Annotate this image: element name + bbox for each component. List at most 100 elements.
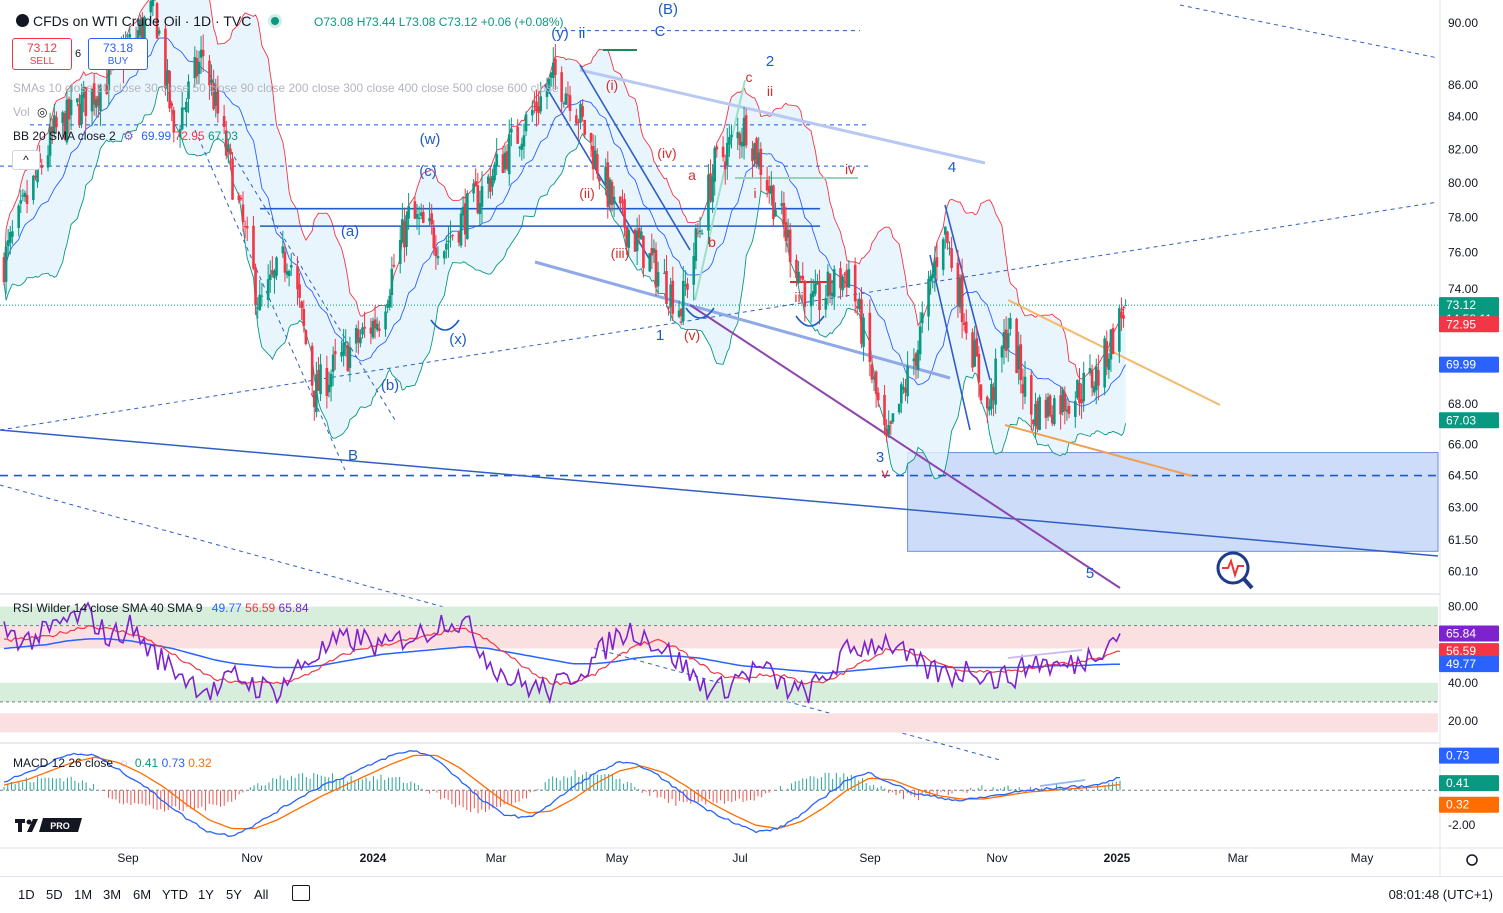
candle-body: [814, 283, 817, 294]
vol-legend[interactable]: Vol ◎: [13, 105, 48, 119]
candle: [199, 36, 203, 74]
candle: [642, 235, 645, 278]
candle: [447, 226, 450, 258]
candle: [581, 99, 584, 122]
candle: [1004, 316, 1008, 358]
candle-body: [772, 185, 775, 219]
candle-body: [182, 107, 186, 110]
collapse-legend-button[interactable]: ^: [12, 150, 40, 170]
candle-body: [992, 387, 995, 401]
candle-body: [845, 270, 849, 288]
timeframe-6m[interactable]: 6M: [133, 887, 152, 902]
bb-legend[interactable]: BB 20 SMA close 2 ⚙ 69.99 72.95 67.03: [13, 129, 238, 143]
timeframe-1d[interactable]: 1D: [18, 887, 35, 902]
symbol-title[interactable]: CFDs on WTI Crude Oil · 1D · TVC: [16, 13, 287, 29]
candle-body: [105, 83, 109, 95]
timeframe-5d[interactable]: 5D: [46, 887, 63, 902]
candle: [348, 336, 352, 382]
sell-button[interactable]: 73.12 SELL: [12, 38, 72, 70]
candle-body: [1088, 368, 1092, 374]
candle-body: [853, 264, 857, 302]
candle: [401, 203, 404, 243]
candle-body: [596, 154, 599, 174]
wave-arc: [795, 315, 825, 327]
candle-body: [709, 173, 712, 201]
fall-dashed: [194, 129, 346, 471]
candle-body: [164, 28, 167, 89]
candle: [8, 225, 12, 255]
candle: [474, 168, 478, 187]
sma-legend[interactable]: SMAs 10 close 20 close 30 close 50 close…: [13, 81, 559, 95]
price-tick-label: 64.50: [1448, 469, 1478, 483]
candle: [1000, 345, 1004, 373]
candle-body: [17, 205, 20, 228]
wave-label-blue: B: [348, 447, 358, 464]
candle: [566, 81, 570, 109]
rsi-line: [3, 601, 1121, 705]
candle-body: [956, 262, 960, 307]
timeframe-1m[interactable]: 1M: [74, 887, 93, 902]
candle: [97, 84, 100, 118]
candle: [229, 143, 232, 170]
candle: [728, 125, 731, 158]
candle-body: [398, 239, 402, 264]
candle-body: [547, 78, 551, 90]
candle: [50, 118, 54, 144]
candle-body: [90, 88, 94, 112]
macd-hist-value: 0.41: [134, 756, 159, 770]
timeframe-1y[interactable]: 1Y: [198, 887, 214, 902]
candle: [891, 413, 895, 425]
candle-body: [1105, 341, 1109, 368]
rsi-legend[interactable]: RSI Wilder 14 close SMA 40 SMA 9 49.77 5…: [13, 601, 309, 615]
candle: [1036, 397, 1039, 433]
candle: [560, 66, 563, 114]
macd-settings-icon[interactable]: ◌: [120, 756, 128, 770]
candle: [663, 258, 666, 275]
calendar-goto-icon[interactable]: [292, 885, 310, 901]
wave-label-blue: (w): [420, 131, 441, 148]
candle-body: [302, 308, 306, 327]
buy-button[interactable]: 73.18 BUY: [88, 38, 148, 70]
candle: [816, 273, 819, 285]
candle: [612, 185, 616, 217]
candle: [711, 164, 714, 213]
settings-gear-icon[interactable]: ⚙: [123, 129, 134, 143]
candle: [627, 227, 631, 256]
candle-body: [168, 70, 171, 109]
timeframe-ytd[interactable]: YTD: [162, 887, 188, 902]
candle: [619, 196, 622, 209]
candle: [17, 203, 20, 237]
candle: [883, 385, 886, 436]
candle-body: [449, 236, 452, 238]
macd-legend[interactable]: MACD 12 26 close ◌ 0.41 0.73 0.32: [13, 756, 212, 770]
candle-body: [296, 266, 299, 290]
candle: [1065, 398, 1069, 421]
chart-canvas[interactable]: (B)C(y) ii(w)(c)(a)(x)(b)B24135cii(iv)(ii…: [0, 0, 1503, 876]
candle-body: [988, 406, 991, 411]
candle: [904, 378, 907, 402]
timeframe-5y[interactable]: 5Y: [226, 887, 242, 902]
bb-upper-badge: 72.95: [1439, 316, 1499, 333]
clock-timezone[interactable]: 08:01:48 (UTC+1): [1388, 887, 1493, 902]
candle: [237, 192, 241, 204]
candle-body: [560, 72, 563, 102]
candle-body: [795, 259, 798, 278]
candle: [216, 75, 220, 123]
candle: [507, 119, 511, 186]
timeframe-all[interactable]: All: [254, 887, 269, 902]
candle-body: [6, 240, 10, 247]
candle-body: [948, 247, 951, 249]
candle-body: [589, 133, 593, 142]
candle-body: [55, 116, 58, 128]
candle-body: [486, 176, 490, 184]
candle-body: [1067, 405, 1071, 414]
candle-body: [8, 232, 12, 243]
eye-hidden-icon[interactable]: ◎: [37, 105, 48, 119]
candle: [1046, 392, 1050, 422]
candle: [551, 47, 555, 89]
timeframe-3m[interactable]: 3M: [103, 887, 122, 902]
candle-body: [415, 214, 419, 219]
candle: [182, 107, 186, 110]
candle: [874, 370, 878, 408]
candle-body: [128, 34, 132, 38]
